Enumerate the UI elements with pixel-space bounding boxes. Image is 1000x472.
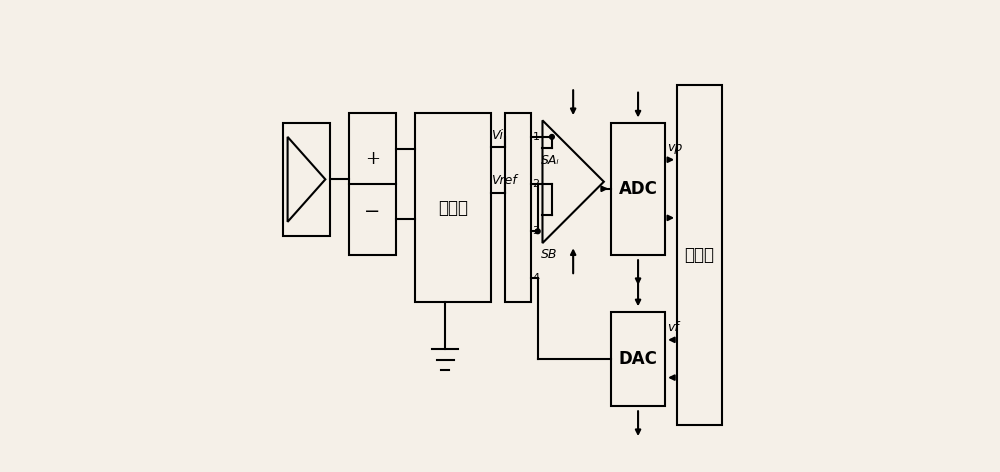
FancyBboxPatch shape [283,123,330,236]
Text: Vref: Vref [492,174,517,187]
FancyBboxPatch shape [349,113,396,255]
Text: SB: SB [541,248,558,261]
Text: DAC: DAC [619,350,657,368]
FancyBboxPatch shape [677,85,722,425]
Text: ADC: ADC [619,180,657,198]
Text: 隔离器: 隔离器 [438,199,468,217]
FancyBboxPatch shape [611,123,665,255]
Text: vp: vp [667,141,682,154]
Text: −: − [364,203,381,221]
FancyBboxPatch shape [611,312,665,406]
Circle shape [535,229,540,234]
Text: 控制器: 控制器 [684,246,714,264]
Text: +: + [365,150,380,168]
Text: vf: vf [667,321,679,334]
Text: Vi: Vi [492,128,504,142]
Text: 3: 3 [533,226,540,236]
Text: 1: 1 [533,132,540,142]
Circle shape [550,135,554,139]
Text: 4: 4 [533,273,540,284]
FancyBboxPatch shape [415,113,491,302]
FancyBboxPatch shape [505,113,531,302]
Text: SAᵢ: SAᵢ [541,154,560,167]
Text: 2: 2 [533,179,540,189]
